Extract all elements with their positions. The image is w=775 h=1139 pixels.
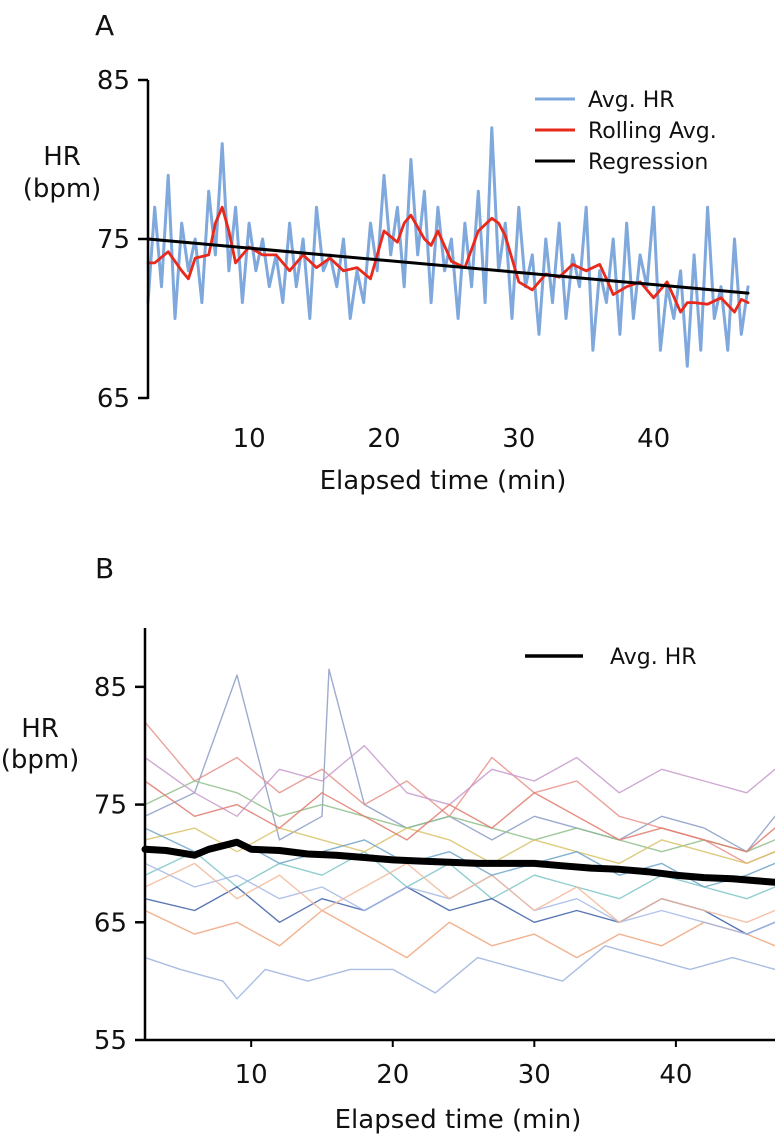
- panel-b: B 55 65 75 85 10 20 30 40 HR (bpm) Elapsed tim…: [1, 552, 775, 1135]
- panel-b-x-label: Elapsed time (min): [335, 1105, 582, 1135]
- panel-b-y-label: HR: [21, 714, 59, 744]
- legend-label: Avg. HR: [588, 88, 675, 113]
- legend-label: Rolling Avg.: [588, 119, 717, 144]
- panel-b-y-label-unit: (bpm): [1, 745, 80, 775]
- series-subject-4: [144, 909, 775, 959]
- x-tick-label: 20: [376, 1060, 409, 1090]
- panel-b-series: [141, 668, 775, 1000]
- panel-a-legend: Avg. HR Rolling Avg. Regression: [535, 88, 717, 175]
- x-tick-label: 40: [637, 424, 670, 454]
- x-tick-label: 10: [235, 1060, 268, 1090]
- series-subject-3: [144, 945, 775, 1000]
- series-rolling-avg: [146, 205, 750, 314]
- x-tick-label: 30: [502, 424, 535, 454]
- y-tick-label: 85: [94, 673, 127, 703]
- series-avg-hr: [141, 838, 775, 886]
- x-tick-label: 30: [518, 1060, 551, 1090]
- y-tick-label: 55: [94, 1026, 127, 1056]
- panel-a-x-ticks: 10 20 30 40: [233, 424, 671, 454]
- y-tick-label: 65: [97, 384, 130, 414]
- panel-b-legend: Avg. HR: [525, 645, 697, 670]
- y-tick-label: 85: [97, 66, 130, 96]
- series-subject-12: [144, 862, 775, 923]
- series-regression: [146, 237, 750, 295]
- panel-b-letter: B: [95, 552, 114, 585]
- panel-a: A 65 75 85 10 20 30 40 HR (bpm) Elapsed time …: [23, 9, 750, 496]
- panel-a-series: [146, 126, 750, 368]
- y-tick-label: 75: [97, 225, 130, 255]
- x-tick-label: 40: [659, 1060, 692, 1090]
- legend-label: Avg. HR: [610, 645, 697, 670]
- series-subject-6: [144, 745, 775, 817]
- panel-a-letter: A: [95, 9, 114, 42]
- panel-b-x-ticks: 10 20 30 40: [235, 1040, 692, 1090]
- panel-a-y-ticks: 65 75 85: [97, 66, 148, 414]
- panel-a-x-label: Elapsed time (min): [320, 466, 567, 496]
- series-subject-10: [144, 780, 775, 853]
- panel-b-y-ticks: 55 65 75 85: [94, 673, 145, 1056]
- series-subject-9: [144, 827, 775, 865]
- x-tick-label: 10: [233, 424, 266, 454]
- y-tick-label: 75: [94, 791, 127, 821]
- series-subject-7: [144, 851, 775, 900]
- panel-a-y-label-unit: (bpm): [23, 174, 102, 204]
- x-tick-label: 20: [367, 424, 400, 454]
- legend-label: Regression: [588, 150, 708, 175]
- series-subject-8: [144, 886, 775, 935]
- y-tick-label: 65: [94, 908, 127, 938]
- panel-a-y-label: HR: [43, 142, 81, 172]
